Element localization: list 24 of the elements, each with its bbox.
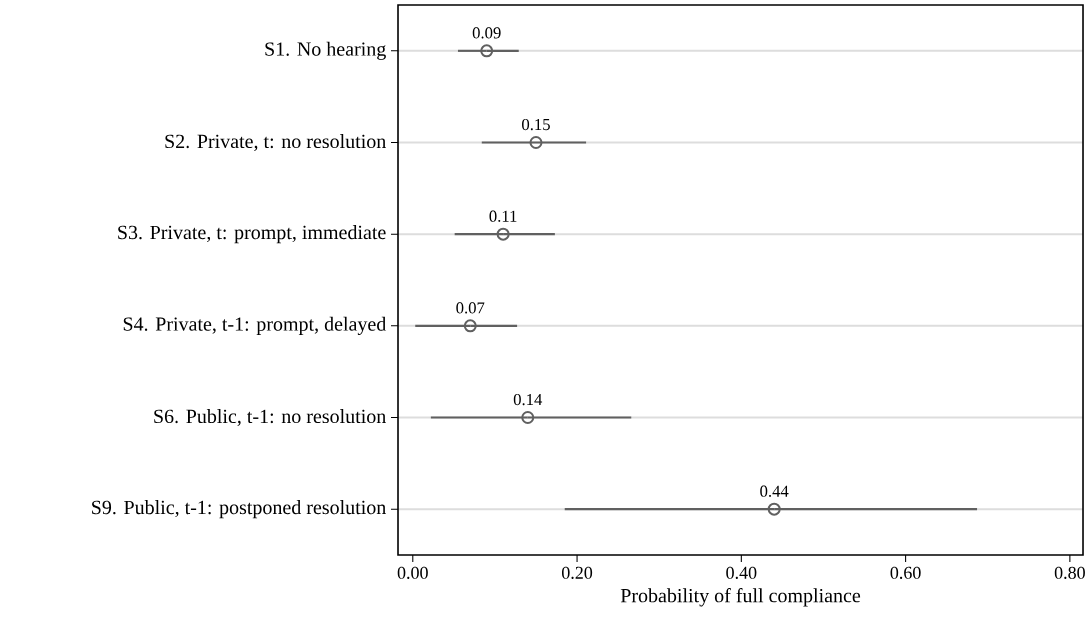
x-tick-label: 0.00 [397,566,428,579]
point [463,319,477,333]
point [480,44,494,58]
y-tick-label: S3. Private, t: prompt, immediate [118,225,386,244]
x-axis-title: Probability of full compliance [620,588,861,607]
data-label: 0.15 [522,118,550,131]
data-label: 0.09 [472,27,501,39]
y-tick-label: S1. No hearing [265,41,386,60]
point [529,136,543,150]
x-tick-label: 0.40 [726,566,757,579]
y-tick-label: S9. Public, t-1: postponed resolution [92,500,386,519]
y-tick-label: S2. Private, t: no resolution [165,134,386,151]
x-tick-label: 0.20 [562,566,593,579]
point [496,227,510,241]
data-label: 0.07 [456,302,485,314]
x-tick-label: 0.80 [1054,566,1085,579]
x-tick-label: 0.60 [890,566,921,579]
data-label: 0.44 [760,485,789,497]
data-label: 0.14 [513,393,543,406]
y-tick-label: S6. Public, t-1: no resolution [154,409,386,426]
point [521,411,535,425]
y-tick-label: S4. Private, t-1: prompt, delayed [123,316,387,335]
point [767,502,781,516]
data-label: 0.11 [489,210,517,222]
